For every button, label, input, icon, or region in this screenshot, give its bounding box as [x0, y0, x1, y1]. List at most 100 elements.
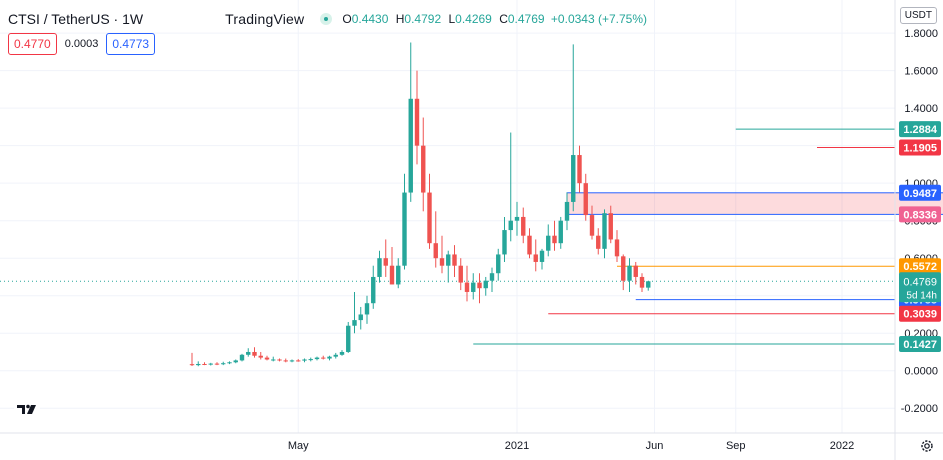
candle — [452, 245, 457, 277]
level-price-label: 0.9487 — [899, 184, 941, 201]
candle — [408, 42, 413, 202]
candle — [208, 362, 213, 366]
candle — [239, 353, 245, 362]
candle — [427, 173, 432, 249]
candle — [577, 145, 582, 193]
level-label-text: 0.9487 — [903, 188, 937, 200]
candle — [327, 355, 332, 361]
level-label-bg — [899, 121, 941, 138]
candle-body — [333, 354, 338, 357]
high-value: 0.4792 — [404, 12, 442, 26]
candle-body — [271, 359, 276, 361]
settings-gear-icon[interactable] — [919, 438, 935, 454]
last-price-bg — [899, 272, 941, 303]
candle — [358, 306, 363, 330]
time-tick-label: 2021 — [505, 440, 529, 452]
candle-body — [314, 357, 320, 360]
candle — [571, 44, 576, 212]
currency-button[interactable]: USDT — [899, 7, 937, 24]
candle-body — [446, 254, 451, 266]
price-tick-label: 1.6000 — [904, 66, 938, 78]
candle — [639, 273, 645, 292]
level-label-text: 0.8336 — [903, 209, 937, 221]
candle-body — [358, 314, 363, 321]
level-lines — [473, 128, 895, 345]
candle — [264, 355, 270, 361]
brand-name: TradingView — [225, 11, 305, 27]
candle-body — [539, 250, 545, 262]
candle-body — [477, 282, 482, 289]
buy-price-button[interactable]: 0.4773 — [106, 33, 156, 55]
candle-body — [483, 280, 488, 289]
bar-countdown: 5d 14h — [906, 290, 937, 301]
candle-body — [296, 360, 301, 362]
candle — [352, 291, 357, 334]
candle-body — [208, 363, 213, 365]
candle — [383, 239, 388, 277]
level-price-label: 1.1905 — [899, 139, 941, 156]
candle — [458, 258, 463, 291]
candle — [508, 132, 513, 242]
time-axis: May2021JunSep2022Jun2023Ju — [288, 440, 854, 452]
candle — [364, 295, 370, 324]
candle-body — [283, 360, 288, 362]
price-tick-label: 0.0000 — [904, 366, 938, 378]
candle — [614, 230, 620, 262]
candle — [227, 361, 232, 365]
candle — [496, 248, 501, 281]
candle — [546, 224, 551, 257]
sell-price-button[interactable]: 0.4770 — [8, 33, 57, 55]
chart-grid — [0, 0, 895, 433]
price-tick-label: 1.4000 — [904, 103, 938, 115]
candle — [502, 216, 507, 262]
candle-body — [377, 258, 382, 277]
level-label-text: 1.2884 — [903, 124, 938, 136]
candle-body — [389, 265, 395, 285]
candle — [296, 359, 301, 362]
candles — [189, 42, 651, 367]
candle — [402, 173, 407, 270]
candle-body — [621, 256, 626, 281]
candle-body — [327, 356, 332, 359]
supply-zone-rect — [566, 192, 943, 215]
market-status-icon[interactable] — [320, 13, 333, 25]
candle-body — [608, 213, 613, 240]
candle — [333, 352, 338, 359]
candle-body — [564, 201, 570, 221]
candle-body — [289, 360, 295, 362]
candle — [258, 351, 263, 360]
candle-body — [396, 265, 401, 285]
candle — [558, 216, 563, 249]
symbol-title[interactable]: CTSI / TetherUS · 1W — [8, 11, 144, 27]
candle — [196, 361, 201, 367]
time-tick-label: May — [288, 440, 309, 452]
candle-body — [639, 276, 645, 288]
candle-body — [189, 364, 195, 366]
candle — [221, 361, 226, 366]
ohlc-values: O0.4430 H0.4792 L0.4269 C0.4769 +0.0343 … — [342, 12, 647, 26]
supply-zone — [566, 192, 943, 215]
candle — [314, 356, 320, 361]
candle — [552, 220, 557, 251]
candle-body — [421, 145, 426, 193]
candle-body — [196, 363, 201, 366]
candle — [646, 280, 651, 291]
candle — [346, 321, 351, 353]
candle-body — [308, 359, 313, 361]
tradingview-logo-icon[interactable] — [13, 400, 41, 418]
spread-value: 0.0003 — [64, 38, 99, 50]
candle-body — [371, 276, 376, 304]
candle-body — [202, 363, 207, 365]
candle-body — [471, 282, 476, 292]
candle-body — [258, 355, 263, 358]
candle — [289, 359, 295, 363]
candle — [489, 267, 495, 292]
candle — [583, 173, 588, 221]
level-label-text: 0.3039 — [903, 309, 937, 321]
candle-body — [414, 98, 420, 146]
candle — [608, 205, 613, 244]
candle — [283, 358, 288, 363]
candle-body — [427, 192, 432, 244]
candle — [396, 258, 401, 289]
